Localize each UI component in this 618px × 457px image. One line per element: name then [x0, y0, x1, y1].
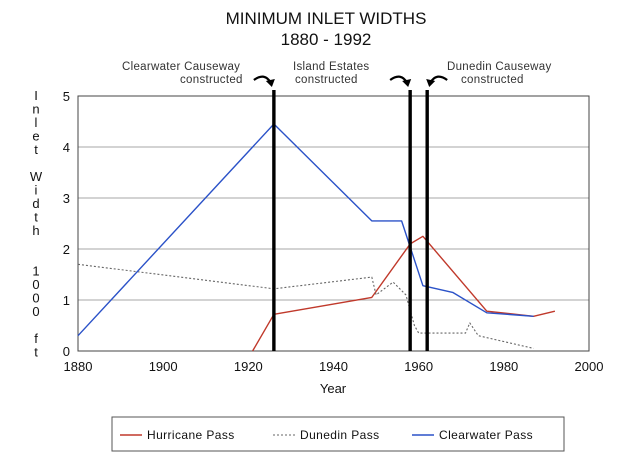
- x-tick-label: 1960: [404, 359, 433, 374]
- plot-frame: [77, 95, 590, 352]
- y-tick-label: 2: [63, 242, 70, 257]
- y-tick-label: 1: [63, 293, 70, 308]
- y-label-char: f: [34, 331, 38, 346]
- y-label-char: 1: [32, 264, 39, 279]
- legend: Hurricane Pass Dunedin Pass Clearwater Pas…: [111, 416, 565, 452]
- event-arrowhead: [426, 79, 436, 87]
- chart-subtitle: 1880 - 1992: [281, 30, 372, 49]
- y-label-char: t: [34, 210, 38, 225]
- series-line-hurricane-pass: [251, 235, 556, 352]
- series-line-clearwater-pass: [77, 123, 534, 337]
- y-label-char: e: [32, 129, 39, 144]
- axis-ticks: 1880 1900 1920 1940 1960 1980 2000 0 1 2 3 4 5: [63, 89, 604, 374]
- y-label-char: i: [35, 183, 38, 198]
- x-tick-label: 1940: [319, 359, 348, 374]
- y-label-char: n: [32, 102, 39, 117]
- x-tick-label: 1900: [149, 359, 178, 374]
- chart-title: MINIMUM INLET WIDTHS: [226, 9, 427, 28]
- event-arrowhead: [265, 79, 275, 87]
- legend-label: Dunedin Pass: [300, 428, 380, 442]
- y-label-char: l: [35, 115, 38, 130]
- y-label-char: d: [32, 196, 39, 211]
- series-lines: [77, 123, 556, 352]
- event-arrowhead: [402, 79, 412, 87]
- event-label: constructed: [180, 74, 243, 86]
- event-label: Island Estates: [293, 61, 369, 73]
- legend-box: [111, 416, 565, 452]
- y-tick-label: 5: [63, 89, 70, 104]
- event-label: Clearwater Causeway: [122, 61, 240, 73]
- y-label-char: t: [34, 345, 38, 360]
- series-line-dunedin-pass: [77, 263, 534, 349]
- y-tick-label: 4: [63, 140, 70, 155]
- x-tick-label: 2000: [575, 359, 604, 374]
- x-tick-label: 1980: [489, 359, 518, 374]
- y-label-char: I: [34, 88, 38, 103]
- x-axis-label: Year: [320, 381, 347, 396]
- event-label: Dunedin Causeway: [447, 61, 552, 73]
- x-tick-label: 1920: [234, 359, 263, 374]
- y-tick-label: 0: [63, 344, 70, 359]
- x-tick-label: 1880: [64, 359, 93, 374]
- legend-label: Clearwater Pass: [439, 428, 533, 442]
- y-label-char: h: [32, 223, 39, 238]
- y-label-char: 0: [32, 291, 39, 306]
- y-tick-label: 3: [63, 191, 70, 206]
- y-label-char: t: [34, 142, 38, 157]
- grid-lines: [78, 146, 589, 301]
- legend-label: Hurricane Pass: [147, 428, 235, 442]
- event-label: constructed: [295, 74, 358, 86]
- event-label: constructed: [461, 74, 524, 86]
- y-label-char: 0: [32, 277, 39, 292]
- y-label-char: 0: [32, 304, 39, 319]
- y-label-char: W: [30, 169, 43, 184]
